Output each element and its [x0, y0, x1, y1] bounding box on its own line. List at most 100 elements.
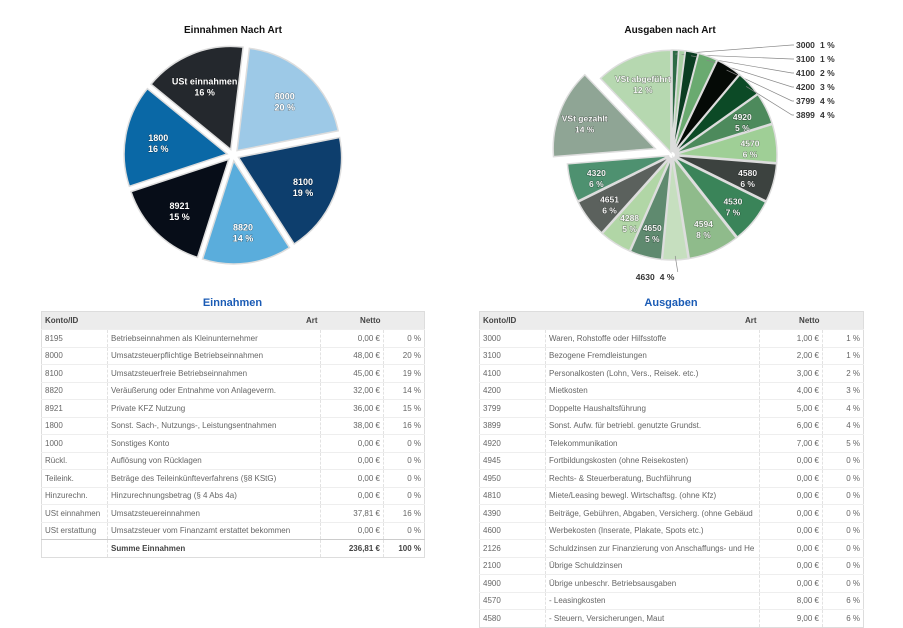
pie-slice-4920	[674, 93, 774, 155]
leader-line	[746, 86, 794, 116]
netto-cell: 0,00 €	[320, 434, 384, 452]
table-row: 8195 Betriebseinnahmen als Kleinunternehm…	[41, 329, 425, 347]
art-cell: Sonst. Sach-, Nutzungs-, Leistungsentnah…	[107, 416, 321, 435]
netto-cell: 0,00 €	[759, 469, 823, 487]
konto-cell: 4100	[479, 364, 546, 382]
art-cell: Miete/Leasing bewegl. Wirtschaftsg. (ohn…	[545, 486, 760, 505]
pie-category-label: 8000	[275, 91, 295, 101]
percent-cell: 2 %	[822, 364, 864, 382]
einnahmen-table: Konto/ID Art Netto 8195 Betriebseinnahmen al…	[41, 311, 425, 558]
art-cell: Fortbildungskosten (ohne Reisekosten)	[545, 451, 760, 470]
table-row: USt erstattung Umsatzsteuer vom Finanzamt…	[41, 521, 425, 540]
table-row: 4810 Miete/Leasing bewegl. Wirtschaftsg. …	[479, 486, 864, 505]
percent-cell: 0 %	[383, 329, 425, 347]
pie-value-label: 3 %	[820, 82, 835, 92]
konto-cell: 8100	[41, 364, 108, 382]
pie-slice-8100	[237, 136, 343, 246]
column-header: Netto	[759, 311, 823, 330]
netto-cell: 9,00 €	[759, 609, 823, 627]
table-row: 3899 Sonst. Aufw. für betriebl. genutzte …	[479, 416, 864, 435]
art-cell: Werbekosten (Inserate, Plakate, Spots et…	[545, 521, 760, 540]
pie-value-label: 12 %	[633, 85, 653, 95]
table-row: 4580- Steuern, Versicherungen, Maut 9,00 …	[479, 609, 864, 627]
art-cell: Mietkosten	[545, 381, 760, 400]
pie-slice-4570	[674, 123, 778, 164]
art-cell: Übrige unbeschr. Betriebsausgaben	[545, 574, 760, 592]
percent-cell: 19 %	[383, 364, 425, 382]
leader-line	[691, 55, 794, 74]
konto-cell: 8820	[41, 381, 108, 400]
pie-category-label: VSt gezahlt	[562, 114, 608, 124]
art-cell: Umsatzsteuerpflichtige Betriebseinnahmen	[107, 346, 321, 365]
percent-cell: 0 %	[822, 556, 864, 575]
netto-cell: 38,00 €	[320, 416, 384, 435]
leader-line	[706, 59, 794, 88]
percent-cell: 0 %	[383, 469, 425, 487]
pie-category-label: 4530	[723, 196, 742, 206]
column-header: Konto/ID	[41, 311, 108, 330]
pie-value-label: 6 %	[589, 179, 604, 189]
percent-cell: 0 %	[822, 539, 864, 557]
konto-cell: USt einnahmen	[41, 504, 108, 522]
percent-cell: 4 %	[822, 399, 864, 417]
percent-cell: 16 %	[383, 504, 425, 522]
pie-category-label: USt einnahmen	[172, 76, 238, 86]
konto-cell: 4920	[479, 434, 546, 452]
pie-slice-4594	[672, 155, 738, 260]
pie-slice-vst-gezahlt	[552, 73, 657, 158]
art-cell: Umsatzsteuereinnahmen	[107, 504, 321, 522]
konto-cell: 8195	[41, 329, 108, 347]
netto-cell: 0,00 €	[320, 486, 384, 505]
netto-cell: 0,00 €	[759, 556, 823, 575]
pie-value-label: 8 %	[696, 230, 711, 240]
netto-cell: 36,00 €	[320, 399, 384, 417]
netto-cell: 32,00 €	[320, 381, 384, 400]
konto-cell: 4600	[479, 521, 546, 540]
pie-slice-4580	[674, 155, 778, 203]
konto-cell: 4580	[479, 609, 546, 627]
table-row: 1000 Sonstiges Konto 0,00 €0 %	[41, 434, 425, 452]
pie-category-label: 3000	[796, 40, 815, 50]
konto-cell: 3799	[479, 399, 546, 417]
column-header	[822, 311, 864, 330]
pie-value-label: 4 %	[820, 110, 835, 120]
art-cell: Auflösung von Rücklagen	[107, 451, 321, 470]
leader-line	[675, 44, 794, 55]
netto-cell: 2,00 €	[759, 346, 823, 365]
netto-cell: 3,00 €	[759, 364, 823, 382]
table-row: 4390 Beiträge, Gebühren, Abgaben, Versich…	[479, 504, 864, 522]
pie-slice-4651	[577, 156, 671, 234]
percent-cell: 0 %	[822, 469, 864, 487]
table-row: 4600 Werbekosten (Inserate, Plakate, Spot…	[479, 521, 864, 540]
pie-slice-vst-abgeführt	[599, 49, 672, 155]
pie-category-label: 4651	[600, 195, 619, 205]
pie-category-label: 3100	[796, 54, 815, 64]
pie-value-label: 19 %	[293, 188, 314, 198]
konto-cell: 3899	[479, 416, 546, 435]
percent-cell: 0 %	[383, 434, 425, 452]
konto-cell: 1000	[41, 434, 108, 452]
netto-cell: 37,81 €	[320, 504, 384, 522]
leader-line	[674, 255, 679, 272]
art-cell: Beträge des Teileinkünfteverfahrens (§8 …	[107, 469, 321, 487]
percent-cell: 0 %	[383, 451, 425, 470]
konto-cell: 3100	[479, 346, 546, 365]
konto-cell: Hinzurechn.	[41, 486, 108, 505]
percent-cell: 0 %	[822, 451, 864, 470]
netto-cell: 0,00 €	[759, 574, 823, 592]
pie-category-label: 4288	[620, 213, 639, 223]
konto-cell: 4390	[479, 504, 546, 522]
table-row: 4950 Rechts- & Steuerberatung, Buchführun…	[479, 469, 864, 487]
pie-category-label: 4100	[796, 68, 815, 78]
table-row: Teileink. Beträge des Teileinkünfteverfah…	[41, 469, 425, 487]
table-row: 4100 Personalkosten (Lohn, Vers., Reisek.…	[479, 364, 864, 382]
konto-cell: 8000	[41, 346, 108, 365]
konto-cell: 4810	[479, 486, 546, 505]
column-header: Art	[545, 311, 760, 330]
netto-cell: 236,81 €	[320, 539, 384, 557]
percent-cell: 15 %	[383, 399, 425, 417]
pie-slice-4288	[601, 157, 672, 252]
table-row: Rückl. Auflösung von Rücklagen 0,00 €0 %	[41, 451, 425, 470]
pie-category-label: 4320	[587, 168, 606, 178]
column-header: Konto/ID	[479, 311, 546, 330]
